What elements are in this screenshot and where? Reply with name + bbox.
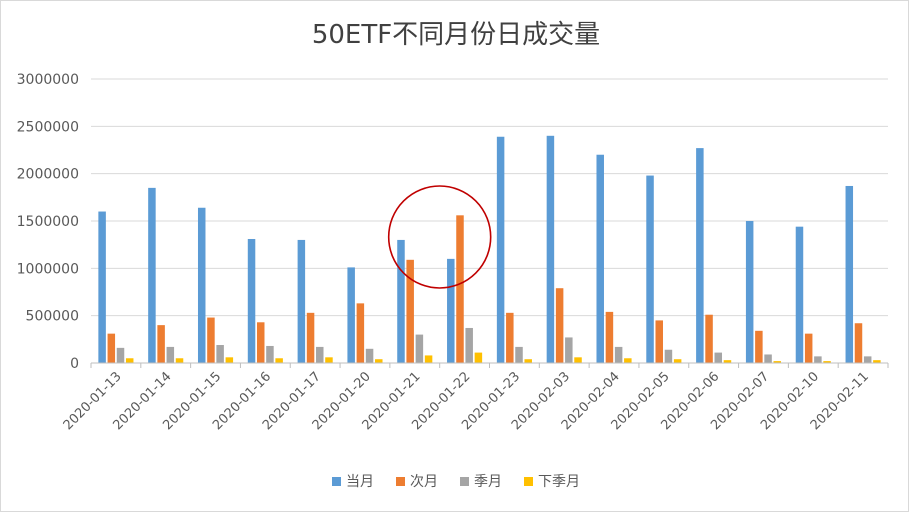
bar-3-2020-02-06: [714, 352, 723, 363]
bar-1-2020-01-22: [447, 258, 455, 363]
bar-4-2020-02-04: [624, 358, 632, 363]
legend-swatch-1: [332, 477, 341, 486]
bar-1-2020-01-13: [98, 211, 106, 363]
bar-4-2020-02-11: [873, 360, 881, 363]
bar-3-2020-01-15: [216, 345, 224, 363]
bar-3-2020-01-13: [116, 347, 125, 363]
bar-4-2020-02-06: [723, 360, 732, 363]
bar-2-2020-02-04: [605, 311, 614, 363]
grid-lines: [91, 78, 888, 317]
bar-2-2020-02-06: [705, 314, 713, 363]
bar-4-2020-01-23: [524, 359, 532, 363]
bar-2-2020-02-11: [854, 323, 863, 363]
legend-swatch-3: [460, 477, 469, 486]
bar-2-2020-02-03: [555, 288, 564, 363]
legend-label-4: 下季月: [538, 474, 580, 490]
bar-1-2020-02-11: [845, 185, 854, 363]
x-axis-ticks: 2020-01-132020-01-142020-01-152020-01-16…: [61, 363, 889, 433]
y-tick-label: 1000000: [17, 261, 79, 277]
bar-4-2020-01-13: [125, 358, 134, 363]
legend-label-3: 季月: [474, 474, 502, 490]
bar-4-2020-01-17: [325, 357, 333, 363]
bar-4-2020-02-03: [574, 357, 582, 363]
bar-3-2020-01-23: [515, 346, 523, 363]
bar-1-2020-02-10: [795, 226, 804, 363]
y-tick-label: 2500000: [17, 119, 79, 135]
bars: [98, 135, 881, 363]
bar-4-2020-01-16: [275, 358, 283, 363]
bar-2-2020-01-17: [306, 312, 315, 363]
bar-4-2020-01-15: [225, 357, 234, 363]
highlight-circle: [387, 185, 492, 289]
bar-3-2020-01-17: [316, 346, 324, 363]
bar-1-2020-01-17: [297, 239, 306, 363]
bar-3-2020-01-14: [166, 346, 175, 363]
bar-2-2020-02-10: [804, 333, 813, 363]
y-axis-ticks: 0 500000 1000000 1500000 2000000 2500000 30000…: [17, 72, 79, 372]
bar-4-2020-01-22: [474, 352, 483, 363]
chart-title: 50ETF不同月份日成交量: [312, 20, 600, 50]
bar-1-2020-01-16: [247, 238, 256, 363]
bar-3-2020-02-07: [764, 354, 772, 363]
legend: 当月 次月 季月 下季月: [332, 474, 580, 490]
y-tick-label: 500000: [26, 309, 79, 325]
bar-2-2020-01-21: [406, 259, 414, 363]
bar-1-2020-02-05: [646, 175, 654, 363]
bar-2-2020-02-05: [655, 320, 663, 363]
bar-4-2020-01-21: [424, 355, 433, 363]
bar-2-2020-01-15: [207, 317, 215, 363]
bar-3-2020-02-05: [664, 349, 673, 363]
legend-label-1: 当月: [346, 474, 374, 490]
bar-3-2020-02-11: [863, 356, 872, 363]
bar-3-2020-01-22: [465, 327, 473, 363]
bar-1-2020-02-03: [546, 135, 555, 363]
legend-swatch-4: [524, 477, 533, 486]
bar-3-2020-01-20: [365, 348, 374, 363]
bar-2-2020-02-07: [755, 330, 763, 363]
bar-2-2020-01-22: [456, 215, 464, 363]
bar-3-2020-01-16: [266, 345, 274, 363]
bar-2-2020-01-13: [107, 333, 116, 363]
bar-2-2020-01-23: [506, 312, 514, 363]
bar-1-2020-01-20: [347, 267, 355, 363]
bar-1-2020-02-06: [696, 148, 704, 363]
bar-4-2020-02-07: [773, 361, 782, 363]
bar-1-2020-01-14: [148, 187, 156, 363]
y-tick-label: 1500000: [17, 214, 79, 230]
bar-4-2020-01-20: [375, 359, 383, 363]
y-tick-label: 3000000: [17, 72, 79, 88]
bar-4-2020-02-10: [823, 361, 831, 363]
annotation: [387, 185, 492, 289]
bar-4-2020-01-14: [175, 358, 184, 363]
bar-1-2020-01-15: [197, 207, 206, 363]
bar-1-2020-01-21: [397, 239, 405, 363]
y-tick-label: 0: [70, 356, 79, 372]
bar-2-2020-01-20: [356, 303, 365, 363]
legend-label-2: 次月: [410, 474, 438, 490]
bar-3-2020-02-04: [614, 346, 623, 363]
legend-swatch-2: [396, 477, 405, 486]
bar-2-2020-01-14: [157, 325, 165, 363]
bar-1-2020-02-04: [596, 154, 604, 363]
bar-3-2020-01-21: [415, 334, 424, 363]
bar-1-2020-02-07: [745, 221, 754, 363]
bar-3-2020-02-10: [814, 356, 822, 363]
y-tick-label: 2000000: [17, 167, 79, 183]
bar-4-2020-02-05: [673, 359, 682, 363]
bar-3-2020-02-03: [565, 337, 573, 363]
bar-1-2020-01-23: [496, 136, 505, 363]
bar-2-2020-01-16: [256, 322, 265, 363]
